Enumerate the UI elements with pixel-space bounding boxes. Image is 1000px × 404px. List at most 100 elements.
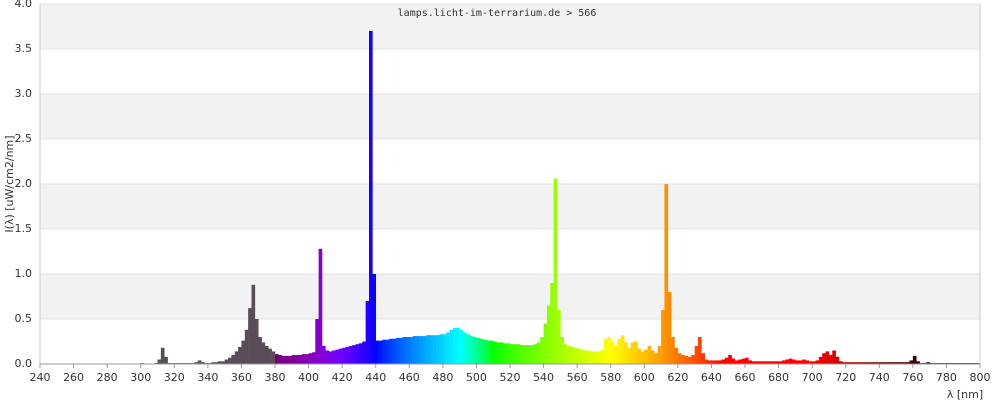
x-tick-label: 500 — [466, 371, 487, 384]
spectrum-bar — [560, 337, 565, 364]
spectrum-bar — [607, 337, 612, 364]
spectrum-bar — [197, 360, 202, 364]
spectrum-bar — [624, 342, 628, 364]
spectrum-bar — [755, 361, 759, 364]
spectrum-bar — [684, 355, 689, 364]
spectrum-bar — [345, 346, 350, 364]
spectrum-bar — [352, 345, 356, 364]
spectrum-bar — [315, 319, 319, 364]
spectrum-bar — [597, 351, 601, 364]
spectrum-bar — [311, 352, 316, 364]
spectrum-bar — [604, 338, 608, 364]
spectrum-bar — [372, 274, 377, 364]
x-tick-label: 340 — [197, 371, 218, 384]
spectrum-bar — [664, 184, 669, 364]
spectrum-bar — [620, 335, 625, 364]
spectrum-bar — [308, 353, 313, 364]
spectrum-bar — [627, 347, 632, 364]
spectrum-bar — [452, 328, 457, 364]
spectrum-bar — [328, 351, 333, 364]
x-tick-label: 480 — [432, 371, 453, 384]
spectrum-bar — [271, 351, 276, 364]
spectrum-bar — [499, 342, 504, 364]
spectrum-bar — [295, 355, 299, 364]
spectrum-bar — [711, 360, 716, 364]
spectrum-bar — [909, 360, 914, 364]
y-tick-label: 2.0 — [15, 177, 33, 190]
spectrum-bar — [825, 351, 830, 364]
spectrum-bar — [822, 353, 826, 364]
spectrum-bar — [828, 355, 833, 364]
spectrum-bar — [647, 346, 652, 364]
spectrum-bar — [335, 349, 340, 364]
y-tick-label: 0.5 — [15, 312, 33, 325]
spectrum-bar — [234, 351, 239, 364]
spectrum-bar — [506, 343, 511, 364]
spectrum-bar — [217, 361, 222, 364]
spectrum-bar — [358, 343, 363, 364]
spectrum-bar — [214, 362, 219, 364]
y-tick-label: 1.0 — [15, 267, 33, 280]
x-tick-label: 560 — [567, 371, 588, 384]
spectrum-bar — [610, 341, 615, 364]
spectrum-bar — [691, 355, 695, 364]
spectrum-bar — [211, 362, 215, 364]
x-tick-label: 420 — [332, 371, 353, 384]
spectrum-bar — [379, 340, 383, 364]
spectrum-bar — [745, 357, 749, 364]
spectrum-bar — [160, 347, 165, 364]
spectrum-bar — [231, 355, 236, 364]
spectrum-bar — [395, 337, 400, 364]
spectrum-bar — [912, 355, 917, 364]
spectrum-bar — [540, 337, 544, 364]
spectrum-bar — [466, 334, 471, 364]
spectrum-bar — [543, 323, 548, 364]
spectrum-bar — [385, 339, 390, 364]
spectrum-bar — [342, 347, 346, 364]
spectrum-bar — [520, 345, 524, 364]
spectrum-bar — [926, 362, 930, 364]
spectrum-bar — [855, 362, 860, 364]
x-tick-label: 700 — [802, 371, 823, 384]
spectrum-bar — [896, 362, 900, 364]
spectrum-bar — [731, 358, 736, 364]
spectrum-bar — [879, 362, 883, 364]
x-tick-label: 800 — [970, 371, 991, 384]
spectrum-bar — [667, 292, 672, 364]
x-tick-label: 540 — [533, 371, 554, 384]
spectrum-bar — [654, 353, 659, 364]
spectrum-bar — [241, 340, 246, 364]
x-tick-label: 720 — [835, 371, 856, 384]
spectrum-bar — [886, 362, 890, 364]
spectrum-bar — [758, 361, 763, 364]
spectrum-bar — [677, 353, 682, 364]
spectrum-bar — [275, 354, 279, 364]
spectrum-bar — [795, 360, 800, 364]
spectrum-bar — [573, 347, 578, 364]
spectrum-bar — [238, 346, 242, 364]
spectrum-bar — [694, 346, 699, 364]
x-tick-label: 740 — [869, 371, 890, 384]
x-tick-label: 460 — [399, 371, 420, 384]
spectrum-bar — [768, 361, 773, 364]
spectrum-bar — [251, 284, 256, 364]
spectrum-bar — [634, 341, 638, 364]
spectrum-bar — [657, 346, 662, 364]
chart-title: lamps.licht-im-terrarium.de > 566 — [398, 8, 597, 19]
band — [40, 94, 980, 139]
spectrum-bar — [419, 336, 424, 364]
spectrum-bar — [892, 362, 897, 364]
spectrum-bar — [577, 348, 581, 364]
marks — [140, 31, 981, 364]
spectrum-bar — [617, 338, 622, 364]
spectrum-bar — [704, 359, 709, 364]
spectrum-bar — [473, 337, 477, 364]
x-tick-label: 320 — [164, 371, 185, 384]
spectrum-bar — [322, 346, 326, 364]
spectrum-bar — [812, 361, 816, 364]
spectrum-bar — [906, 362, 910, 364]
spectrum-bar — [476, 337, 481, 364]
spectrum-bar — [805, 360, 810, 364]
x-tick-label: 600 — [634, 371, 655, 384]
x-tick-label: 680 — [768, 371, 789, 384]
